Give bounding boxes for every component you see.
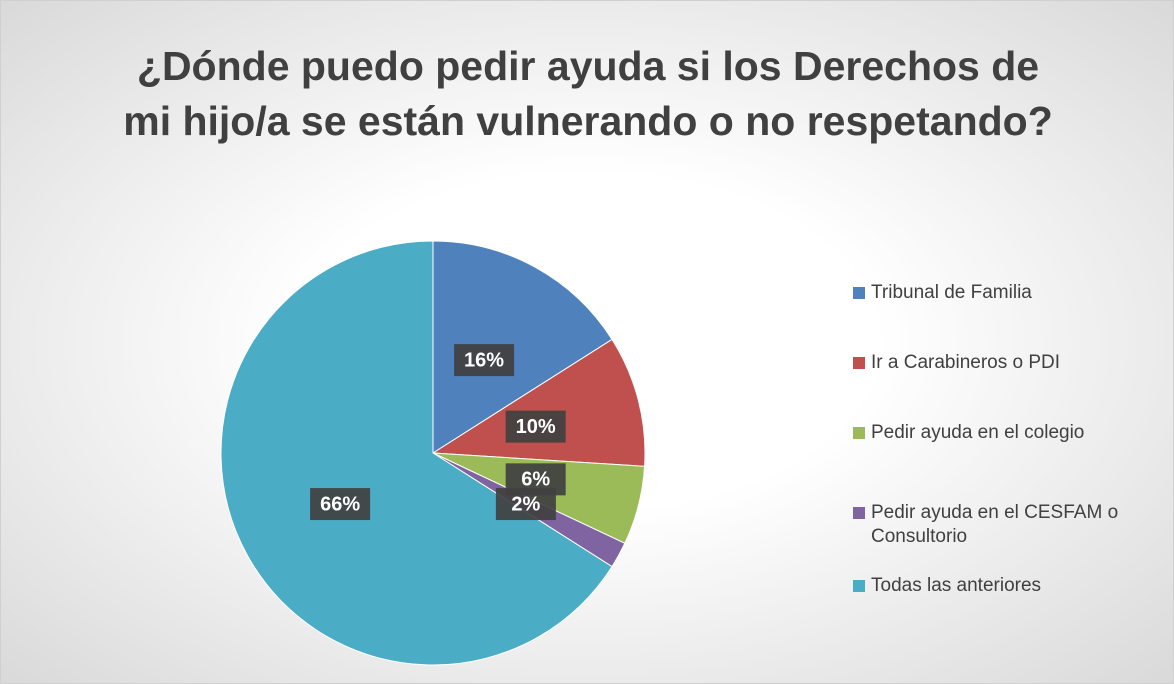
legend-swatch (853, 287, 865, 299)
legend-label: Ir a Carabineros o PDI (871, 352, 1061, 373)
legend-swatch (853, 427, 865, 439)
legend-item: Pedir ayuda en el CESFAM o Consultorio (853, 501, 1153, 549)
data-label: 2% (495, 488, 556, 521)
data-label-text: 10% (516, 416, 556, 438)
legend-label: Todas las anteriores (871, 575, 1042, 596)
legend-item: Pedir ayuda en el colegio (853, 421, 1153, 445)
data-label: 16% (454, 344, 515, 377)
legend-label: Pedir ayuda en el colegio (871, 422, 1085, 443)
data-label-text: 2% (511, 493, 540, 515)
legend-swatch (853, 357, 865, 369)
data-label-text: 6% (521, 469, 550, 491)
pie-slice (431, 338, 646, 467)
data-label-box (495, 488, 556, 521)
legend-label: Pedir ayuda en el CESFAM o Consultorio (871, 502, 1119, 547)
chart-title: ¿Dónde puedo pedir ayuda si los Derechos… (123, 43, 1053, 144)
data-label-box (310, 488, 371, 521)
pie-slice (220, 240, 613, 666)
data-label-box (454, 344, 515, 377)
legend-item: Ir a Carabineros o PDI (853, 351, 1153, 375)
data-label-text: 16% (464, 349, 504, 371)
data-label: 10% (505, 410, 566, 443)
pie-slice (432, 240, 613, 454)
legend-item: Todas las anteriores (853, 574, 1153, 598)
legend-label: Tribunal de Familia (871, 282, 1032, 303)
data-label-box (505, 410, 566, 443)
data-label: 66% (310, 488, 371, 521)
legend-item: Tribunal de Familia (853, 281, 1153, 305)
data-label-text: 66% (320, 493, 360, 515)
legend-swatch (853, 580, 865, 592)
legend-swatch (853, 507, 865, 519)
